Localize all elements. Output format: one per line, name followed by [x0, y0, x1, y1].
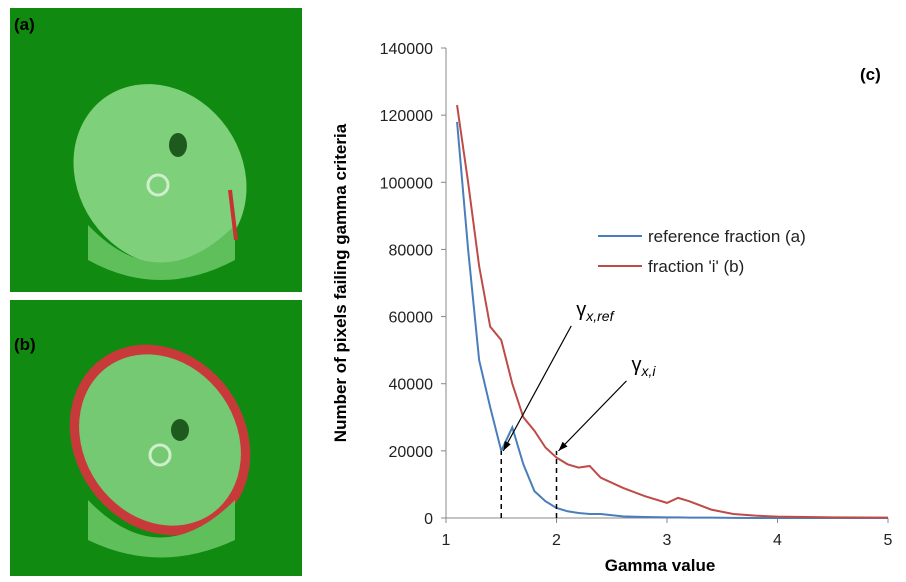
y-axis-title: Number of pixels failing gamma criteria: [331, 123, 350, 442]
x-tick-label: 5: [884, 532, 893, 549]
annotation-subscript: x,i: [641, 363, 657, 379]
y-tick-label: 0: [424, 511, 433, 528]
annotation-subscript: x,ref: [585, 308, 615, 324]
y-tick-label: 100000: [380, 175, 433, 192]
panel-b-image: [10, 300, 302, 576]
annotation-arrow: [558, 380, 627, 452]
panel-label: (c): [860, 65, 881, 84]
annotation-label: γx,i: [632, 354, 657, 379]
legend-label: fraction 'i' (b): [648, 257, 744, 276]
annotation-symbol: γ: [632, 354, 642, 376]
x-axis-title: Gamma value: [605, 556, 716, 575]
annotation-label: γx,ref: [576, 299, 615, 324]
x-tick-label: 2: [552, 532, 561, 549]
x-tick-label: 1: [442, 532, 451, 549]
series-line: [456, 121, 888, 519]
y-tick-label: 60000: [389, 310, 434, 327]
panel-label: (b): [14, 335, 36, 354]
legend-label: reference fraction (a): [648, 227, 806, 246]
panel-a-image: [10, 8, 302, 292]
arrow-head: [503, 440, 511, 451]
series-line: [456, 104, 889, 519]
y-tick-label: 80000: [389, 242, 434, 259]
panel-label: (a): [14, 15, 35, 34]
y-tick-label: 20000: [389, 444, 434, 461]
arrow-head: [558, 441, 568, 451]
y-tick-label: 140000: [380, 41, 433, 58]
y-tick-label: 120000: [380, 108, 433, 125]
x-tick-label: 4: [773, 532, 782, 549]
annotation-arrow: [502, 325, 572, 452]
x-tick-label: 3: [663, 532, 672, 549]
y-tick-label: 40000: [389, 377, 434, 394]
annotation-symbol: γ: [576, 299, 586, 321]
